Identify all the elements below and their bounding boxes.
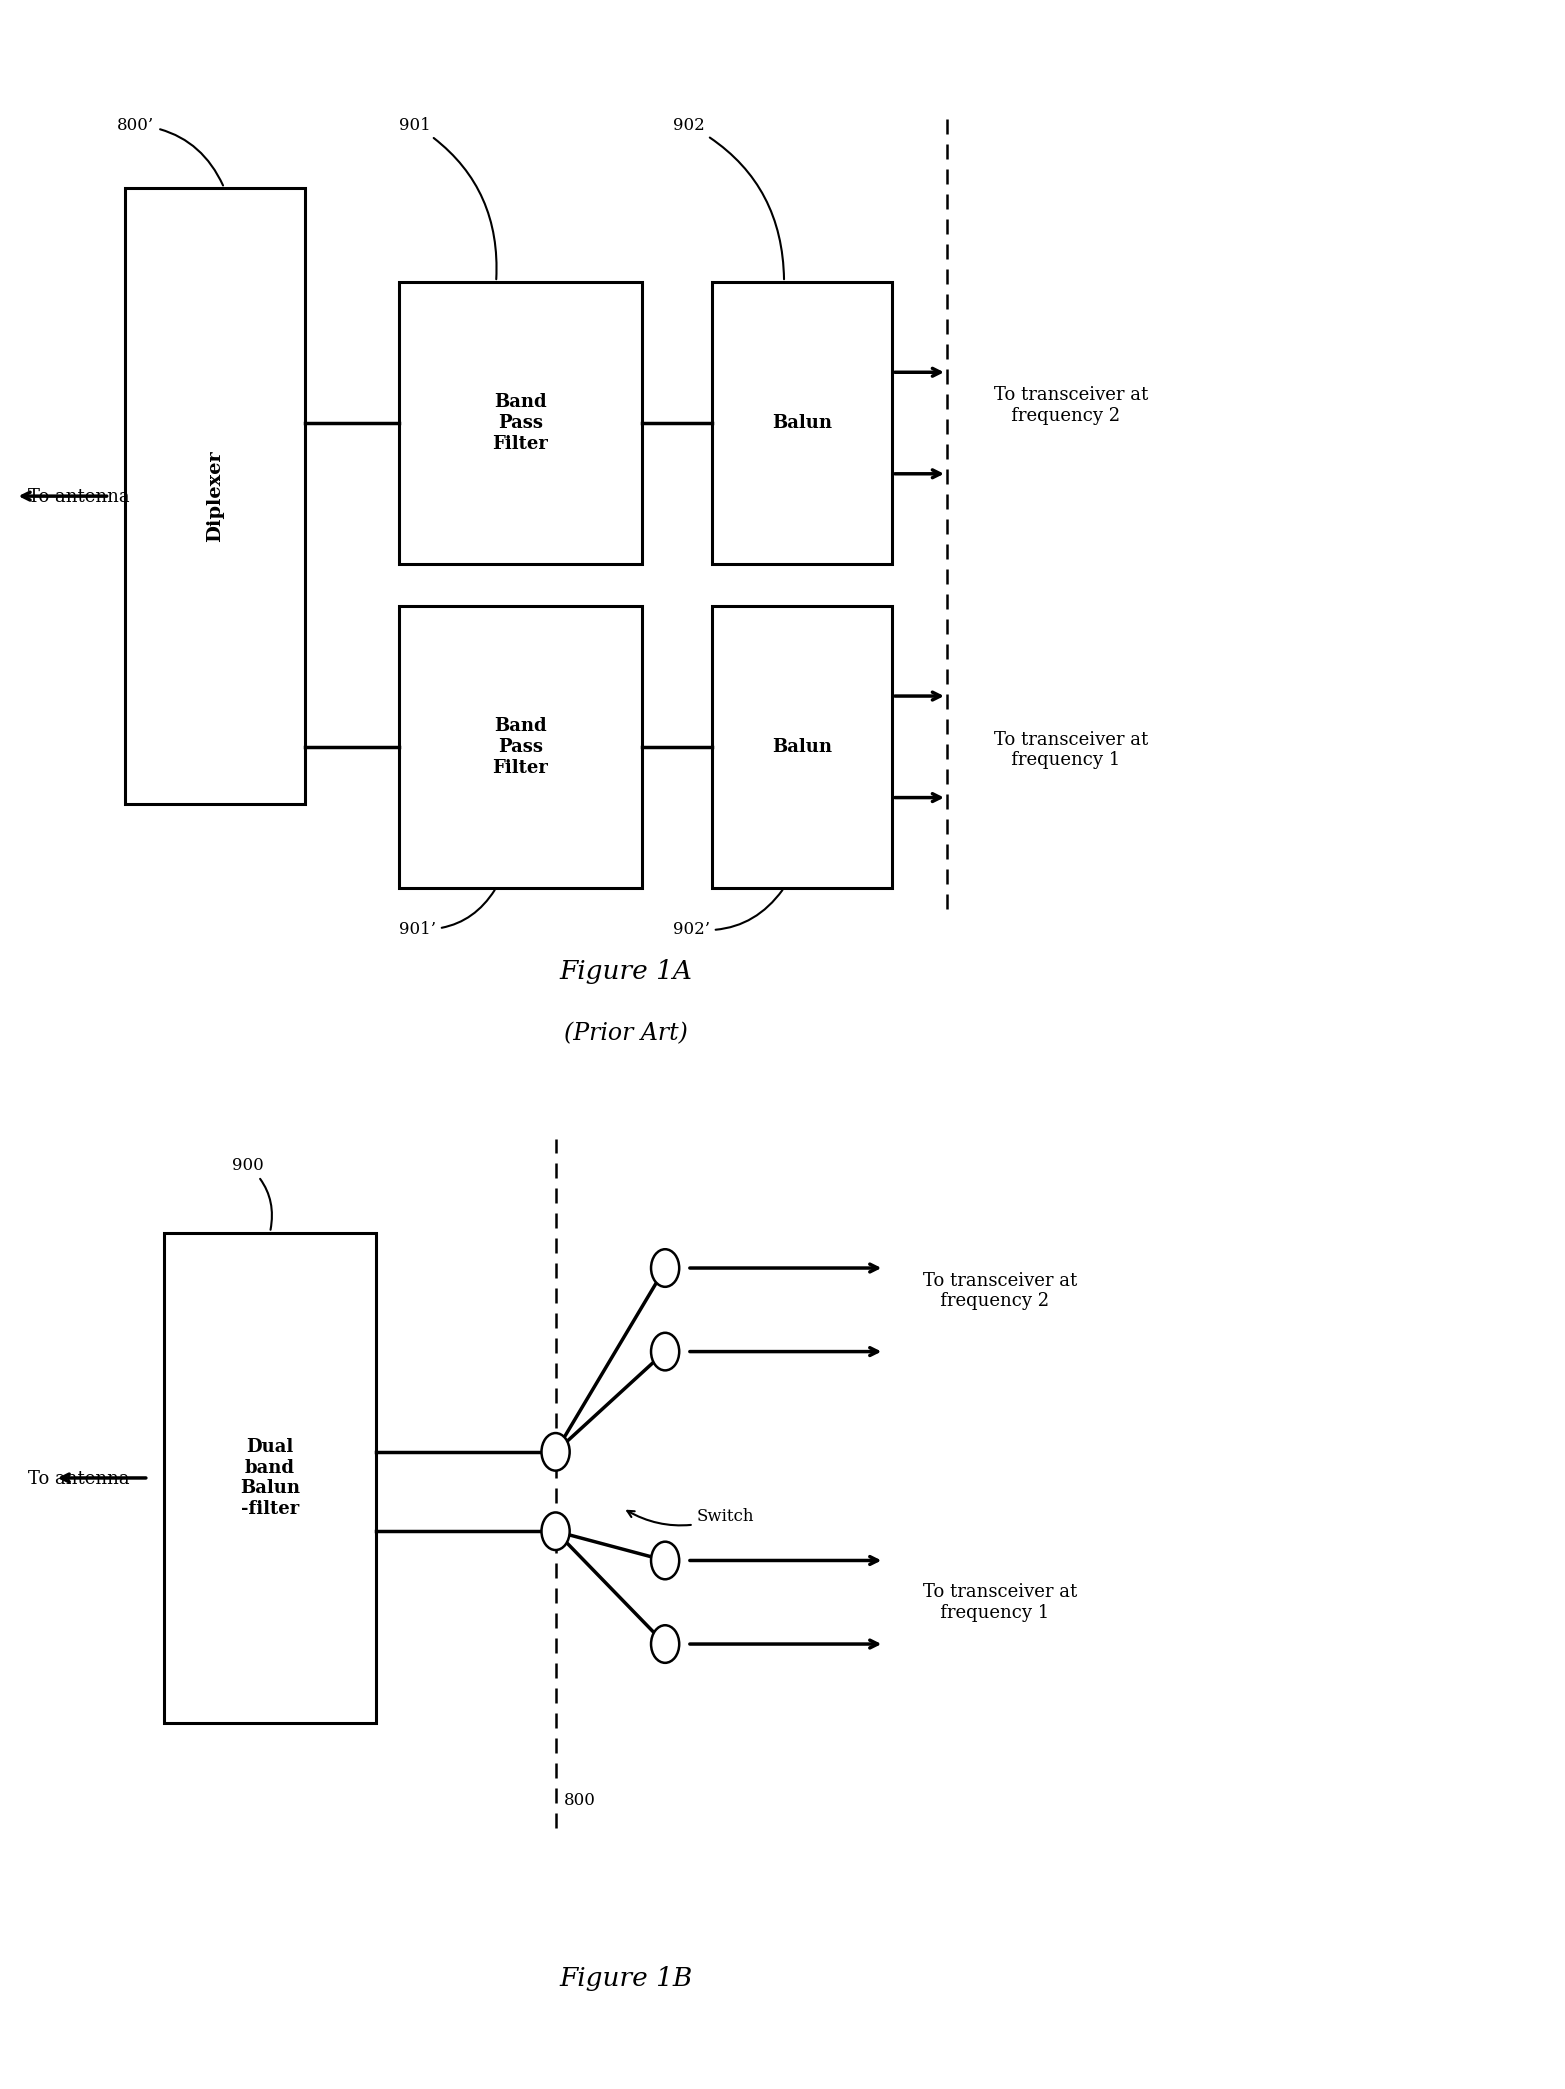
Text: To antenna: To antenna (28, 1471, 130, 1487)
Text: To antenna: To antenna (28, 489, 130, 506)
Text: 800: 800 (563, 1792, 595, 1809)
Text: To transceiver at
   frequency 1: To transceiver at frequency 1 (923, 1583, 1078, 1621)
Text: 901’: 901’ (399, 890, 495, 938)
Text: Dual
band
Balun
-filter: Dual band Balun -filter (239, 1437, 300, 1519)
Bar (712, 282, 892, 564)
Bar (125, 188, 305, 804)
Circle shape (651, 1333, 679, 1370)
Text: Balun: Balun (772, 414, 833, 432)
Text: 901: 901 (399, 117, 496, 280)
Circle shape (651, 1249, 679, 1287)
Text: Band
Pass
Filter: Band Pass Filter (493, 393, 548, 453)
Text: 900: 900 (232, 1157, 272, 1230)
Text: (Prior Art): (Prior Art) (563, 1022, 689, 1047)
Text: Figure 1A: Figure 1A (560, 959, 692, 984)
Text: 800’: 800’ (117, 117, 224, 186)
Text: 902: 902 (673, 117, 784, 280)
Bar (712, 606, 892, 888)
Text: Band
Pass
Filter: Band Pass Filter (493, 717, 548, 777)
Text: To transceiver at
   frequency 1: To transceiver at frequency 1 (994, 731, 1149, 769)
Circle shape (651, 1542, 679, 1579)
Text: To transceiver at
   frequency 2: To transceiver at frequency 2 (994, 386, 1149, 424)
Text: To transceiver at
   frequency 2: To transceiver at frequency 2 (923, 1272, 1078, 1310)
Text: Switch: Switch (628, 1508, 754, 1525)
Bar (164, 1233, 376, 1723)
Text: Diplexer: Diplexer (207, 451, 224, 541)
Circle shape (541, 1433, 570, 1471)
Text: Figure 1B: Figure 1B (559, 1966, 693, 1991)
Circle shape (651, 1625, 679, 1663)
Text: 902’: 902’ (673, 890, 782, 938)
Circle shape (541, 1512, 570, 1550)
Text: Balun: Balun (772, 737, 833, 756)
Bar (399, 606, 642, 888)
Bar (399, 282, 642, 564)
